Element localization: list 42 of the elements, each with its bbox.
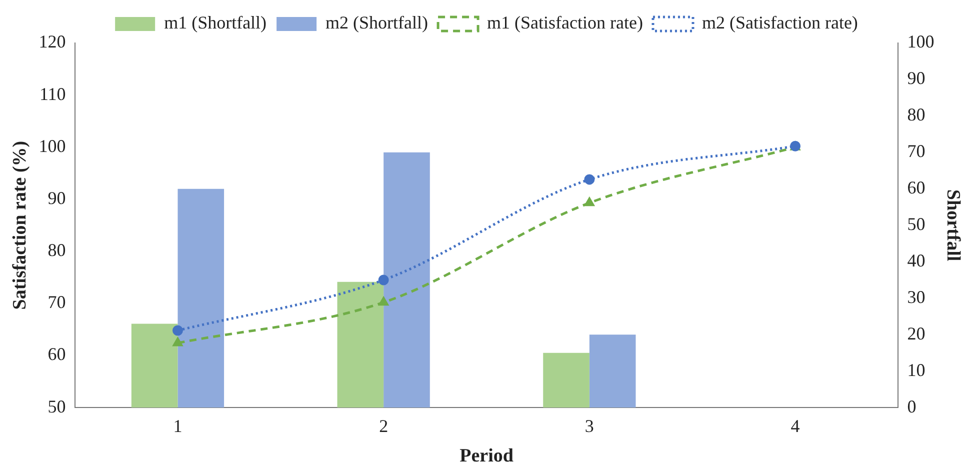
y2-tick-label: 60: [907, 178, 926, 198]
y-tick-label: 60: [48, 344, 66, 364]
bar: [384, 152, 430, 408]
x-axis-title: Period: [460, 446, 514, 467]
x-tick-label: 4: [790, 416, 800, 436]
point: [584, 198, 594, 206]
x-tick-label: 3: [584, 416, 594, 436]
y2-tick-label: 50: [907, 214, 926, 234]
bar: [337, 282, 384, 408]
legend-label: m1 (Satisfaction rate): [487, 12, 643, 33]
y2-axis-title: Shortfall: [942, 189, 964, 262]
y2-tick-label: 70: [907, 141, 926, 162]
y2-tick-label: 40: [907, 250, 926, 270]
point: [378, 297, 388, 306]
y2-tick-label: 20: [907, 323, 926, 344]
bar: [178, 188, 224, 408]
y-axis-title: Satisfaction rate (%): [9, 140, 30, 310]
x-tick-label: 1: [173, 416, 182, 436]
y2-tick-label: 0: [907, 396, 916, 416]
point: [378, 274, 389, 286]
bar: [543, 352, 590, 408]
point: [173, 338, 182, 346]
y-tick-label: 90: [48, 188, 66, 208]
legend-label: m2 (Satisfaction rate): [702, 12, 858, 33]
bar: [589, 334, 636, 408]
point: [172, 325, 183, 336]
y2-tick-label: 90: [907, 68, 926, 88]
y2-tick-label: 80: [907, 104, 926, 125]
y-tick-label: 100: [38, 136, 66, 156]
y-tick-label: 80: [48, 240, 66, 260]
y-tick-label: 70: [48, 292, 66, 312]
y-tick-label: 110: [39, 84, 66, 104]
legend-label: m1 (Shortfall): [164, 12, 267, 33]
y-tick-label: 50: [48, 396, 66, 416]
y2-tick-label: 100: [907, 32, 934, 52]
point: [584, 174, 595, 185]
legend-label: m2 (Shortfall): [326, 12, 428, 33]
x-tick-label: 2: [379, 416, 388, 436]
y-tick-label: 120: [38, 32, 66, 52]
y2-tick-label: 30: [907, 286, 926, 307]
bar: [131, 324, 178, 408]
y2-tick-label: 10: [907, 360, 926, 380]
